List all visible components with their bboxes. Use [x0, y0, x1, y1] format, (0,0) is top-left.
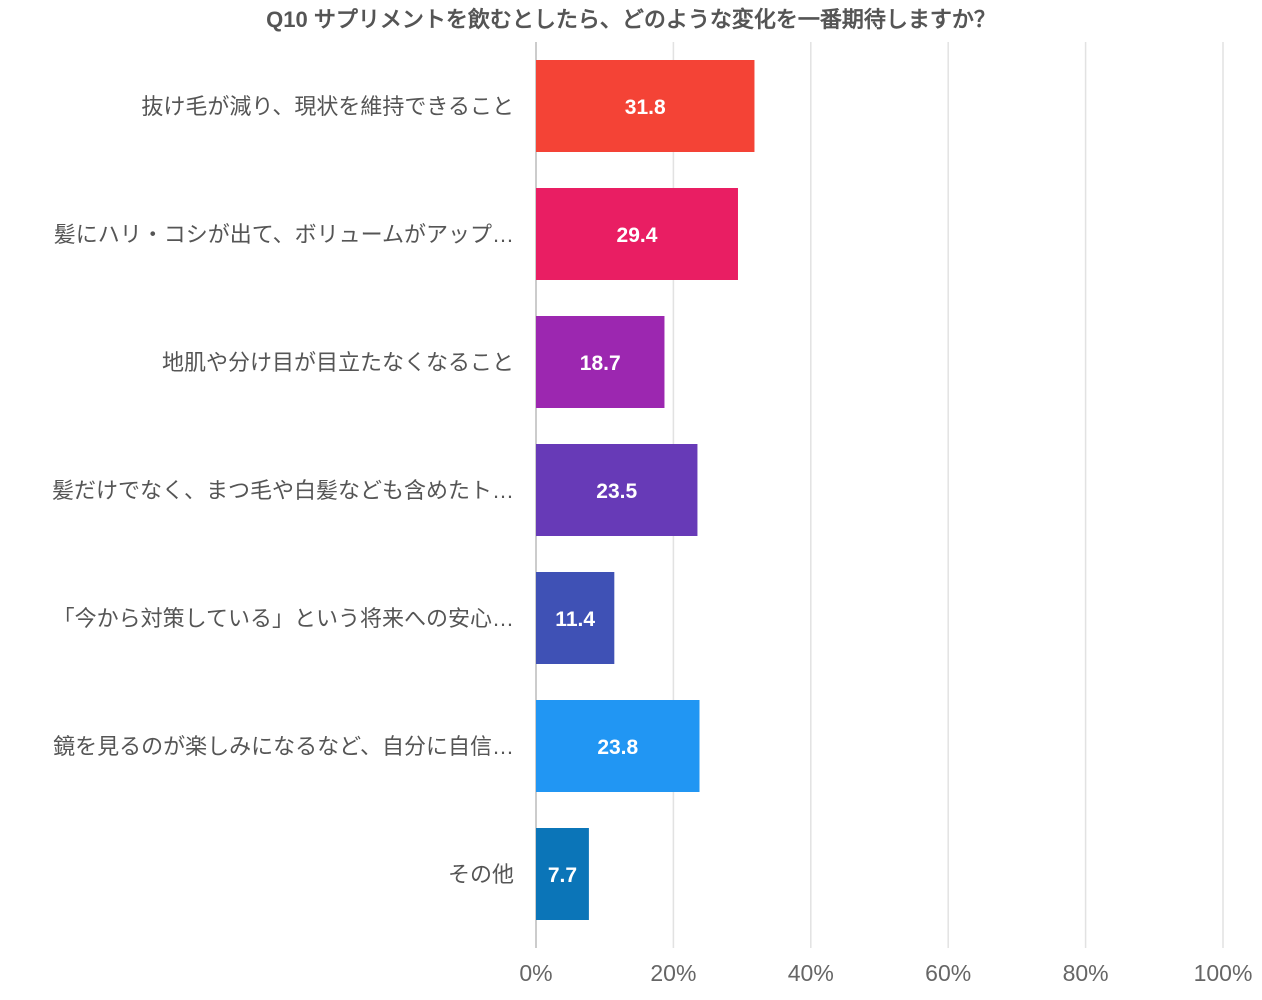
bar-value-label: 7.7 [548, 864, 577, 887]
category-label: 髪だけでなく、まつ毛や白髪なども含めたト… [52, 478, 514, 503]
bar [536, 700, 700, 792]
x-tick-label: 40% [788, 960, 834, 986]
bar [536, 572, 615, 664]
bar [536, 188, 738, 280]
category-label: その他 [448, 862, 514, 887]
x-tick-label: 0% [519, 960, 552, 986]
bar-value-label: 23.5 [596, 480, 637, 503]
bar-value-label: 29.4 [617, 224, 658, 247]
bar-value-label: 23.8 [597, 736, 638, 759]
category-label: 地肌や分け目が目立たなくなること [162, 350, 514, 375]
category-label: 髪にハリ・コシが出て、ボリュームがアップ… [54, 222, 514, 247]
category-label: 「今から対策している」という将来への安心… [53, 606, 514, 631]
category-label: 抜け毛が減り、現状を維持できること [141, 94, 514, 119]
bar [536, 828, 589, 920]
bar-value-label: 31.8 [625, 96, 666, 119]
x-tick-label: 100% [1194, 960, 1253, 986]
chart-title: Q10 サプリメントを飲むとしたら、どのような変化を一番期待しますか？ [266, 7, 996, 32]
bar [536, 316, 665, 408]
bar [536, 444, 698, 536]
x-tick-label: 60% [925, 960, 971, 986]
bar-value-label: 11.4 [555, 608, 595, 631]
bar-value-label: 18.7 [580, 352, 621, 375]
x-tick-label: 20% [650, 960, 696, 986]
x-tick-label: 80% [1063, 960, 1109, 986]
bar [536, 60, 755, 152]
category-label: 鏡を見るのが楽しみになるなど、自分に自信… [53, 734, 514, 759]
